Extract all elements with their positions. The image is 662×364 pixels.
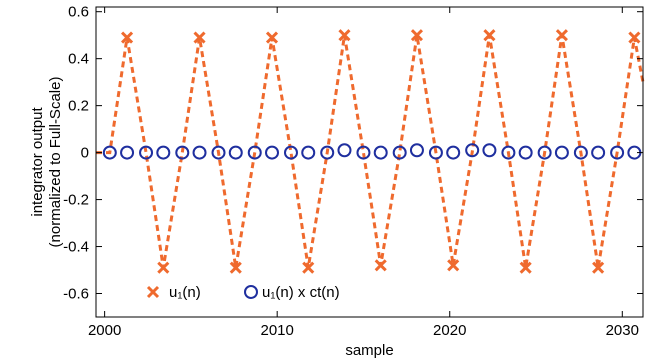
series-1-point bbox=[301, 145, 316, 160]
series-1-point bbox=[537, 145, 552, 160]
series-1-point bbox=[120, 145, 135, 160]
series-1-point bbox=[501, 145, 516, 160]
series-0-point bbox=[592, 261, 605, 274]
series-0-point bbox=[374, 259, 387, 272]
series-0-point bbox=[555, 29, 568, 42]
series-1-point bbox=[465, 143, 480, 158]
series-1-point bbox=[409, 143, 424, 158]
plot-frame bbox=[95, 6, 644, 318]
series-0-point bbox=[519, 261, 532, 274]
y-axis-label-line2: (normalized to Full-Scale) bbox=[47, 77, 64, 248]
series-1-point bbox=[337, 143, 352, 158]
legend-label-u1-ct: u₁(n) x ct(n) bbox=[262, 284, 340, 301]
x-tick-label: 2010 bbox=[260, 322, 293, 339]
series-1-point bbox=[573, 145, 588, 160]
series-0-point bbox=[410, 29, 424, 42]
series-1-point bbox=[392, 145, 407, 160]
series-1-point bbox=[356, 145, 371, 160]
y-tick-label: 0 bbox=[81, 145, 89, 162]
series-1-point bbox=[175, 145, 190, 160]
x-tick-label: 2000 bbox=[88, 322, 121, 339]
series-0-point bbox=[157, 261, 170, 274]
y-tick-label: 0.2 bbox=[68, 98, 89, 115]
series-0-point bbox=[302, 261, 315, 274]
series-1-point bbox=[139, 145, 154, 160]
series-1-point bbox=[283, 145, 298, 160]
series-1-point bbox=[211, 145, 226, 160]
x-axis-label: sample bbox=[345, 342, 393, 359]
series-0-point bbox=[229, 261, 242, 274]
series-1-point bbox=[446, 145, 461, 160]
y-tick-label: -0.6 bbox=[63, 286, 89, 303]
series-1-point bbox=[320, 145, 335, 160]
ticks: 2000 2010 2020 2030 0.6 0.4 0.2 0 -0.2 -0.4 -0.6 bbox=[63, 4, 643, 339]
series-1-point bbox=[591, 145, 606, 160]
axes bbox=[95, 6, 644, 318]
y-tick-label: 0.6 bbox=[68, 4, 89, 21]
x-tick-label: 2020 bbox=[433, 322, 466, 339]
series-1-point bbox=[156, 145, 171, 160]
legend-x-marker bbox=[146, 285, 160, 299]
y-axis-label: integrator output (normalized to Full-Sc… bbox=[29, 77, 64, 248]
series-1-point bbox=[554, 145, 569, 160]
legend: u₁(n) u₁(n) x ct(n) bbox=[146, 284, 340, 301]
series-1-point bbox=[482, 143, 497, 158]
series-0-point bbox=[628, 31, 641, 44]
series-1-point bbox=[192, 145, 207, 160]
series-1-point bbox=[373, 145, 388, 160]
series-0-point bbox=[193, 31, 206, 44]
series-0-point bbox=[120, 31, 134, 44]
series-0-point bbox=[338, 29, 351, 42]
y-tick-label: 0.4 bbox=[68, 51, 89, 68]
series-1-point bbox=[247, 145, 262, 160]
legend-o-marker bbox=[244, 285, 258, 299]
x-tick-label: 2030 bbox=[606, 322, 639, 339]
y-axis-label-line1: integrator output bbox=[29, 107, 46, 217]
plot-area bbox=[96, 29, 645, 274]
series-1-point bbox=[228, 145, 243, 160]
legend-label-u1: u₁(n) bbox=[169, 284, 201, 301]
series-0-point bbox=[265, 31, 279, 44]
series-1-point bbox=[102, 145, 117, 160]
legend-marker-u1 bbox=[146, 285, 160, 299]
y-tick-label: -0.2 bbox=[63, 192, 89, 209]
series-0-point bbox=[447, 259, 460, 272]
series-1-point bbox=[265, 145, 280, 160]
series-1-point bbox=[610, 145, 625, 160]
series-0-point bbox=[483, 29, 496, 42]
series-1-point bbox=[518, 145, 533, 160]
legend-marker-u1-ct bbox=[244, 285, 258, 299]
series-0-line bbox=[96, 34, 645, 268]
series-1-point bbox=[428, 145, 443, 160]
y-tick-label: -0.4 bbox=[63, 239, 89, 256]
